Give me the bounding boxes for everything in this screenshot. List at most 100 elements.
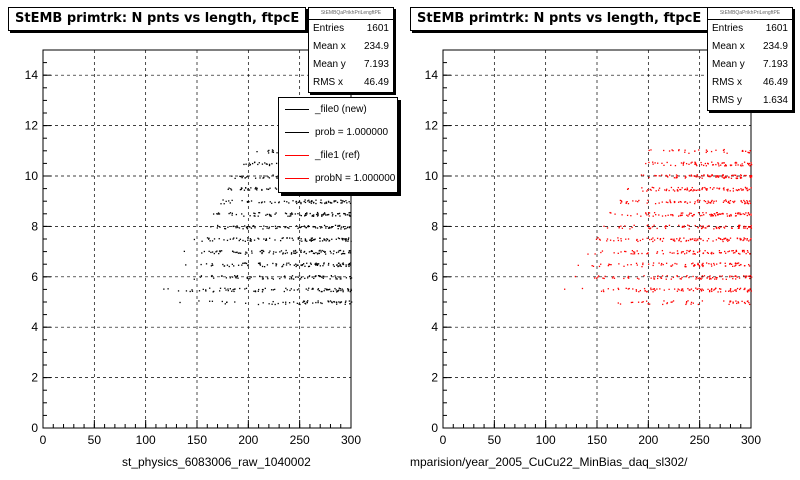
scatter-point [635,200,637,202]
scatter-point [324,238,326,241]
scatter-point [341,288,343,290]
y-tick-label: 0 [31,421,38,435]
scatter-point [289,215,291,217]
scatter-point [216,213,218,215]
scatter-point [653,212,656,214]
scatter-point [278,201,280,203]
scatter-point [250,240,252,242]
scatter-point [746,200,748,202]
scatter-point [724,165,726,167]
scatter-point [746,239,748,241]
scatter-point [293,289,295,291]
scatter-point [263,176,265,179]
scatter-point [310,200,313,203]
scatter-point [705,227,707,229]
scatter-point [341,263,344,265]
x-tick-label: 100 [136,433,156,447]
scatter-point [704,162,707,165]
scatter-point [664,226,666,228]
scatter-point [270,215,272,217]
scatter-point [735,215,737,217]
scatter-point [236,275,238,278]
scatter-point [723,177,726,179]
scatter-point [265,238,267,240]
scatter-point [715,200,717,202]
scatter-point [670,213,672,216]
scatter-point [743,251,745,253]
scatter-point [697,263,699,266]
scatter-point [741,249,744,252]
scatter-point [680,289,682,292]
scatter-point [311,288,313,290]
scatter-point [258,288,260,291]
scatter-point [218,213,221,215]
scatter-point [689,212,691,214]
scatter-point [348,262,351,265]
scatter-point [595,238,598,240]
scatter-point [729,301,731,303]
scatter-point [728,214,731,217]
scatter-point [727,240,729,242]
scatter-point [310,237,313,239]
scatter-point [700,227,703,230]
scatter-point [659,239,661,241]
scatter-point [297,238,299,240]
scatter-point [694,162,696,164]
scatter-point [331,301,333,304]
scatter-point [654,162,656,164]
scatter-point [687,239,690,242]
scatter-point [600,263,602,265]
scatter-point [304,239,307,241]
scatter-point [657,162,659,164]
scatter-point [245,251,247,253]
scatter-point [687,215,689,217]
scatter-point [715,239,718,241]
scatter-point [271,151,273,153]
scatter-point [675,177,677,179]
scatter-point [730,177,733,179]
scatter-point [291,237,293,239]
scatter-point [747,226,750,228]
scatter-point [613,277,616,279]
scatter-point [587,253,589,255]
scatter-point [234,301,236,303]
scatter-point [344,303,346,305]
scatter-point [678,239,680,241]
scatter-point [223,265,226,267]
scatter-point [341,202,343,204]
legend-box: _file0 (new) prob = 1.000000 _file1 (ref… [278,97,398,193]
scatter-point [274,239,276,241]
scatter-point [315,264,317,266]
scatter-point [716,176,718,178]
scatter-point [333,265,335,268]
scatter-point [750,176,753,178]
scatter-point [680,214,682,217]
scatter-point [620,240,622,242]
scatter-point [335,289,337,291]
scatter-point [743,265,746,267]
scatter-point [730,215,732,217]
scatter-point [704,227,706,229]
scatter-point [710,252,712,254]
scatter-point [652,163,654,165]
scatter-point [627,187,629,190]
scatter-point [334,275,336,277]
scatter-point [279,226,281,228]
scatter-point [336,201,339,204]
scatter-point [750,226,752,229]
scatter-point [647,212,650,214]
scatter-point [702,226,704,229]
scatter-point [741,163,743,165]
scatter-point [291,275,294,277]
scatter-point [225,200,227,203]
scatter-point [734,200,736,202]
scatter-point [718,250,721,252]
scatter-point [711,265,713,267]
scatter-point [610,212,612,214]
scatter-point [203,250,206,253]
scatter-point [313,252,315,255]
scatter-point [739,237,741,240]
scatter-point [637,252,640,255]
scatter-point [672,276,675,279]
scatter-point [670,164,672,166]
